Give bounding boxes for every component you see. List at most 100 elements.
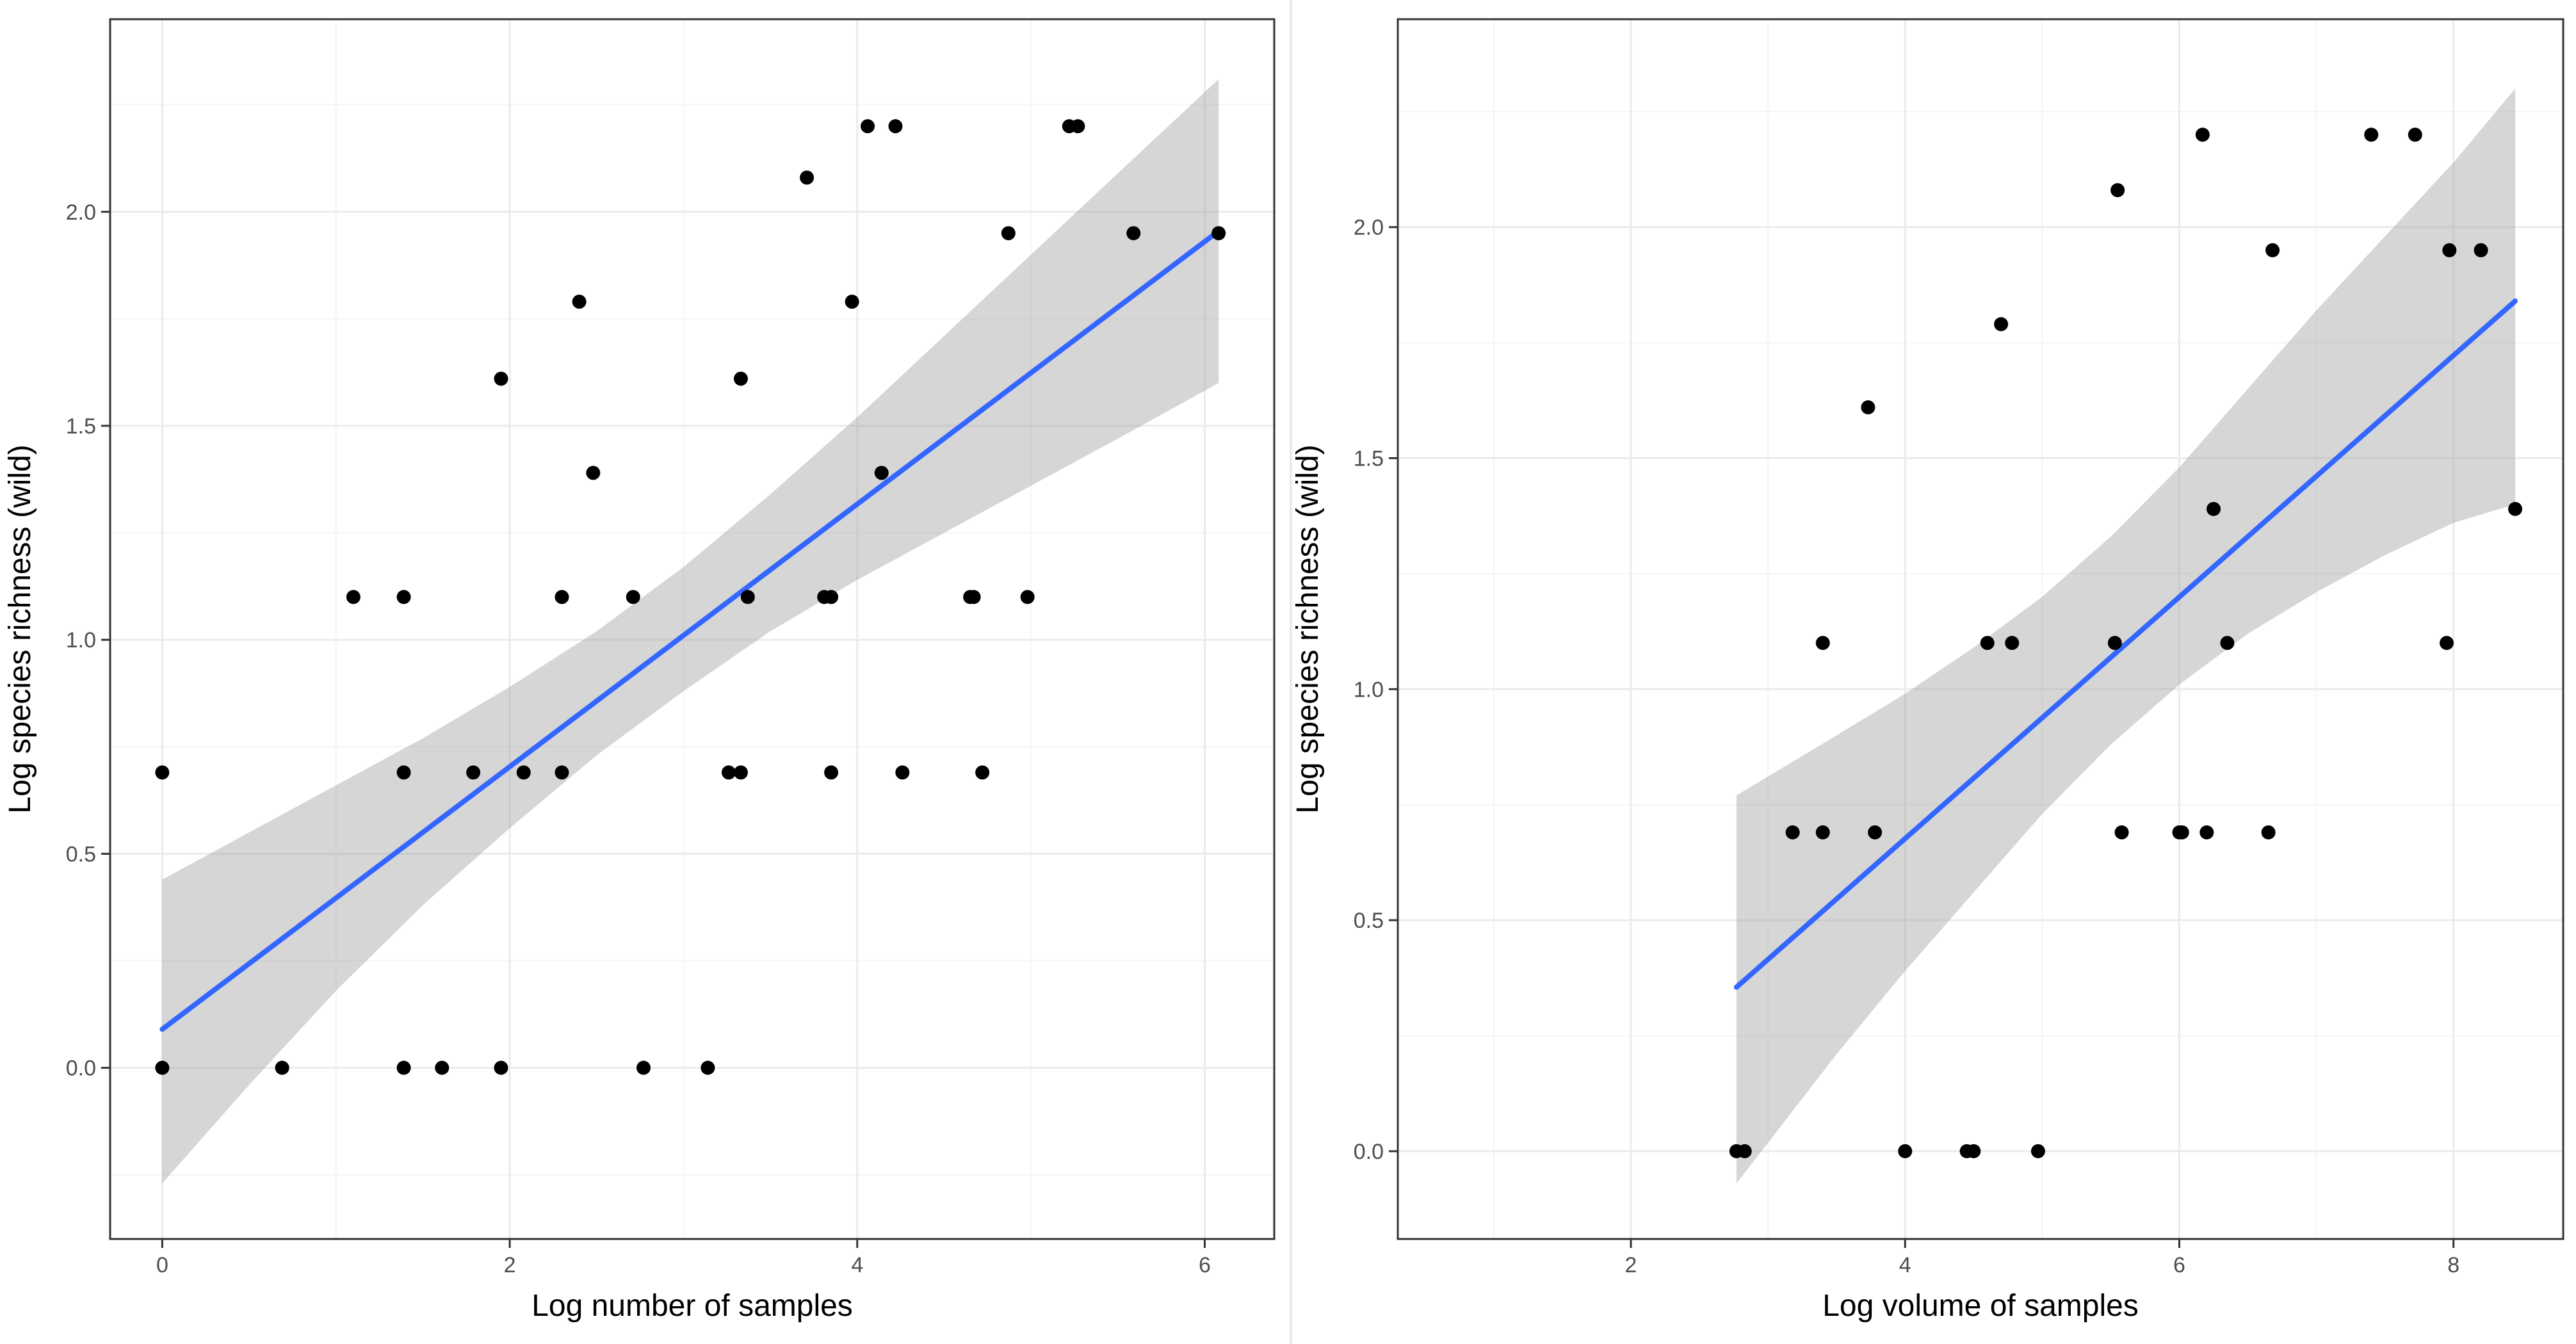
right-data-point [2114,825,2129,839]
left-data-point [733,765,748,780]
right-data-point [2199,825,2214,839]
left-x-axis: 0 2 4 6 [156,1239,1211,1277]
right-chart: 2 4 6 8 0.0 0.5 1.0 1.5 2.0 Log volume of sampl… [1291,18,2564,1323]
right-data-point [1785,825,1800,839]
right-data-point [1861,400,1875,415]
right-y-axis: 0.0 0.5 1.0 1.5 2.0 [1354,216,1398,1164]
right-data-point [2364,127,2379,142]
right-y-tick-label: 0.5 [1354,909,1384,933]
right-data-point [2207,501,2221,516]
left-data-point [966,590,981,604]
left-data-point [721,765,736,780]
right-data-point [2195,127,2210,142]
left-data-point [733,371,748,386]
left-data-point [1071,119,1085,134]
right-data-point [2110,182,2125,197]
right-data-point [2442,243,2457,257]
left-y-tick-label: 1.5 [66,414,96,439]
right-data-point [2175,825,2189,839]
left-y-tick-label: 2.0 [66,200,96,225]
left-data-point [740,590,755,604]
left-data-point [701,1060,715,1075]
left-data-point [895,765,910,780]
right-y-axis-title: Log species richness (wild) [1291,444,1325,813]
right-x-tick-label: 6 [2173,1253,2185,1277]
right-data-point [2107,636,2122,651]
left-data-point [824,765,839,780]
left-data-point [975,765,990,780]
left-data-point [396,590,411,604]
left-x-axis-title: Log number of samples [531,1289,853,1323]
right-x-axis: 2 4 6 8 [1625,1239,2459,1277]
right-y-tick-label: 1.0 [1354,677,1384,702]
right-data-point [2408,127,2422,142]
left-chart: 0 2 4 6 0.0 0.5 1.0 1.5 2.0 Log number of sampl… [3,18,1276,1323]
left-data-point [1126,226,1141,241]
right-x-axis-title: Log volume of samples [1822,1289,2139,1323]
left-data-point [555,590,569,604]
left-data-point [874,466,889,480]
left-data-point [466,765,481,780]
left-x-tick-label: 4 [851,1253,863,1277]
right-data-point [2005,636,2020,651]
left-data-point [155,765,170,780]
left-data-point [800,170,814,185]
right-confidence-band [1736,88,2516,1184]
right-data-point [1994,317,2009,332]
right-data-point [1815,636,1830,651]
left-fit-line [159,228,1222,1032]
left-data-point [346,590,360,604]
left-data-point [1001,226,1016,241]
left-data-point [1020,590,1035,604]
left-y-tick-label: 1.0 [66,628,96,652]
left-data-point [586,466,601,480]
right-data-point [1815,825,1830,839]
right-data-point [1966,1144,1981,1158]
right-y-tick-label: 2.0 [1354,216,1384,240]
left-data-point [1211,226,1226,241]
right-data-point [2265,243,2280,257]
left-x-tick-label: 0 [156,1253,168,1277]
left-x-tick-label: 6 [1199,1253,1211,1277]
left-data-point [555,765,569,780]
left-data-point [155,1060,170,1075]
left-data-point [396,1060,411,1075]
left-points [155,119,1226,1075]
right-points [1729,127,2523,1158]
right-data-point [1737,1144,1752,1158]
right-fit-line [1733,298,2518,990]
right-data-point [2474,243,2488,257]
left-data-point [435,1060,450,1075]
right-panel-border [1397,18,2564,1240]
left-panel-border [109,18,1276,1240]
right-data-point [2508,501,2523,516]
left-data-point [572,295,587,309]
right-x-tick-label: 2 [1625,1253,1637,1277]
left-data-point [888,119,903,134]
left-y-tick-label: 0.0 [66,1057,96,1081]
left-data-point [396,765,411,780]
right-data-point [1868,825,1883,839]
left-x-tick-label: 2 [504,1253,516,1277]
left-data-point [824,590,839,604]
left-y-tick-label: 0.5 [66,842,96,866]
left-gridlines [110,19,1274,1239]
left-y-axis-title: Log species richness (wild) [3,444,37,813]
right-data-point [1980,636,1995,651]
left-data-point [494,1060,508,1075]
right-data-point [2440,636,2454,651]
right-x-tick-label: 8 [2447,1253,2459,1277]
right-data-point [2261,825,2276,839]
left-y-axis: 0.0 0.5 1.0 1.5 2.0 [66,200,110,1081]
right-data-point [2220,636,2235,651]
right-data-point [1898,1144,1913,1158]
left-data-point [626,590,640,604]
left-data-point [275,1060,289,1075]
left-data-point [861,119,875,134]
right-y-tick-label: 1.5 [1354,447,1384,471]
left-data-point [636,1060,651,1075]
right-x-tick-label: 4 [1899,1253,1911,1277]
left-data-point [845,295,859,309]
